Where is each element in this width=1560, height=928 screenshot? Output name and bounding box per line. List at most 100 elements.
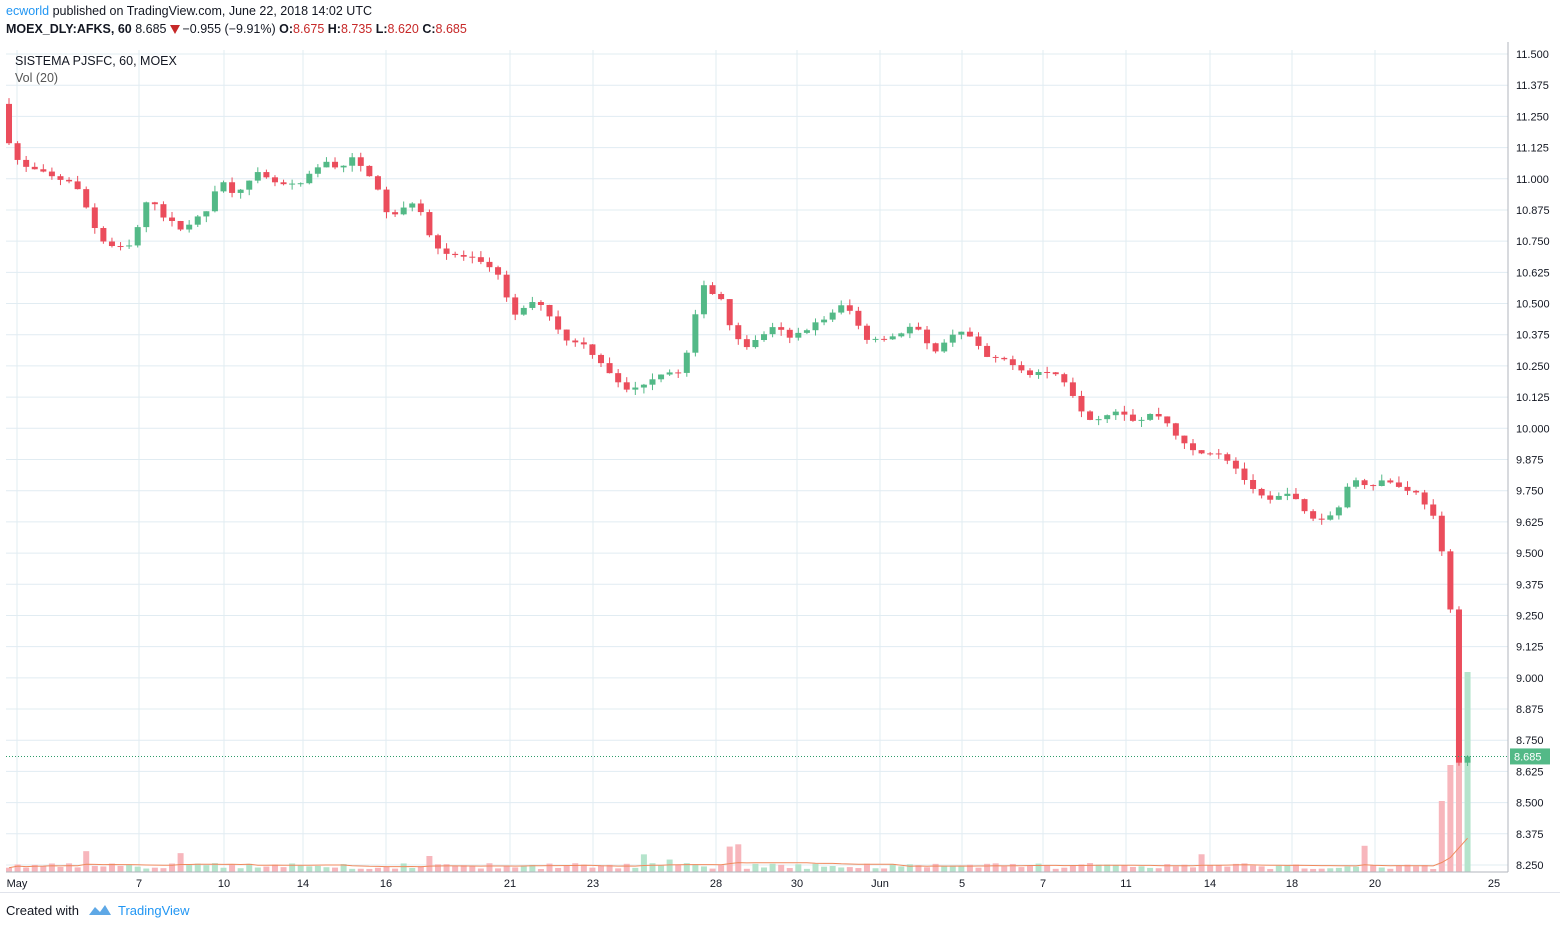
volume-bar [718,865,725,872]
candle-body [108,241,115,247]
volume-bar [838,867,845,872]
volume-bar [863,863,870,872]
candle-body [1207,453,1214,455]
candle-body [1275,495,1282,500]
candle-body [1018,365,1025,371]
candle-body [91,207,98,229]
candle-body [769,327,776,335]
candle-body [718,293,725,300]
candle-body [555,316,562,330]
volume-bar [709,868,716,872]
candle-body [1155,413,1162,417]
volume-bar [949,865,956,872]
volume-bar [503,865,510,872]
candle-body [778,327,785,330]
volume-bar [778,864,785,872]
volume-bar [1438,801,1445,872]
candle-body [563,329,570,341]
candle-body [31,166,38,170]
volume-bar [1052,868,1059,872]
volume-bar [1404,864,1411,872]
candle-body [1078,395,1085,412]
candle-body [1147,413,1154,420]
chart-legend-title: SISTEMA PJSFC, 60, MOEX [15,54,178,68]
volume-bar [1395,865,1402,872]
candle-body [1301,499,1308,512]
candle-body [615,373,622,383]
candle-body [237,189,244,193]
volume-bar [1035,863,1042,872]
volume-bar [1069,865,1076,872]
volume-bar [1284,865,1291,872]
volume-bar [452,866,459,872]
candle-body [1258,488,1265,496]
candle-body [1181,435,1188,444]
candle-body [1198,450,1205,454]
candle-body [1087,411,1094,420]
volume-bar [280,867,287,872]
candle-body [512,297,519,315]
volume-bar [366,868,373,872]
candle-body [709,285,716,294]
x-tick-label: 14 [297,878,309,890]
volume-bar [143,868,150,872]
volume-bar [417,866,424,872]
volume-bar [495,868,502,872]
candle-body [675,372,682,374]
candle-body [434,235,441,249]
candle-body [271,177,278,183]
y-tick-label: 10.500 [1516,299,1550,311]
volume-bar [546,863,553,872]
price-chart[interactable]: 8.685 11.500 11.375 11.250 11.125 11.000 10.8… [0,42,1560,892]
y-tick-label: 9.625 [1516,517,1544,529]
candle-body [349,157,356,166]
volume-bar [383,866,390,872]
volume-bar [735,844,742,872]
candle-body [683,352,690,373]
volume-bar [1009,863,1016,872]
candle-body [486,261,493,268]
candle-body [1438,515,1445,552]
volume-bar [1430,868,1437,872]
candle-body [1284,493,1291,496]
candle-body [100,228,107,242]
candle-body [1430,504,1437,516]
tradingview-link[interactable]: TradingView [118,903,190,918]
volume-bar [743,868,750,872]
volume-bar [683,863,690,872]
candle-body [580,342,587,345]
volume-bar [1301,868,1308,872]
volume-bar [615,868,622,872]
x-tick-label: 7 [1040,878,1046,890]
candle-body [83,189,90,208]
x-tick-label: 21 [504,878,516,890]
candle-body [700,285,707,315]
volume-bars [5,672,1471,872]
volume-bar [752,863,759,872]
volume-bar [1344,866,1351,872]
ohlc-line: MOEX_DLY:AFKS, 60 8.685 −0.955 (−9.91%) O… [6,22,467,36]
candle-body [632,387,639,390]
candle-body [374,176,381,190]
volume-bar [906,864,913,872]
candle-body [949,334,956,343]
volume-bar [1164,864,1171,872]
tradingview-logo-icon[interactable] [88,903,112,917]
volume-bar [1455,672,1462,872]
candle-body [143,202,150,228]
candle-body [306,173,313,184]
volume-bar [649,863,656,872]
symbol-label: MOEX_DLY:AFKS, 60 [6,22,132,36]
volume-bar [340,864,347,872]
volume-bar [975,867,982,872]
candle-body [263,172,270,178]
candle-body [838,305,845,313]
volume-bar [271,864,278,872]
candle-body [863,325,870,340]
author-link[interactable]: ecworld [6,4,50,18]
candle-body [812,322,819,331]
candle-body [941,342,948,352]
volume-bar [829,866,836,872]
candle-body [1395,482,1402,487]
volume-bar [392,868,399,872]
